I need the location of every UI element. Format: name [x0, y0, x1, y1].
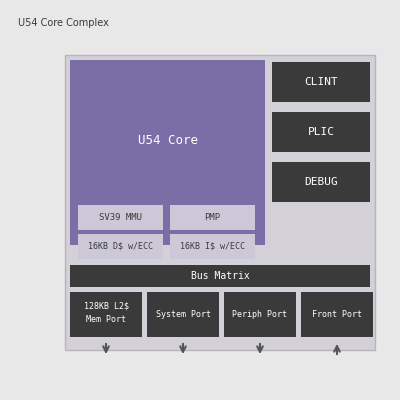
Text: 16KB I$ w/ECC: 16KB I$ w/ECC — [180, 242, 245, 251]
Text: SV39 MMU: SV39 MMU — [99, 213, 142, 222]
FancyBboxPatch shape — [272, 112, 370, 152]
Text: U54 Core Complex: U54 Core Complex — [18, 18, 109, 28]
Text: Mem Port: Mem Port — [86, 316, 126, 324]
Text: Periph Port: Periph Port — [232, 310, 288, 319]
FancyBboxPatch shape — [65, 55, 375, 350]
FancyBboxPatch shape — [272, 62, 370, 102]
FancyBboxPatch shape — [301, 292, 373, 337]
Text: PLIC: PLIC — [308, 127, 334, 137]
FancyBboxPatch shape — [170, 234, 255, 259]
FancyBboxPatch shape — [70, 265, 370, 287]
Text: 128KB L2$: 128KB L2$ — [84, 302, 128, 310]
Text: DEBUG: DEBUG — [304, 177, 338, 187]
Text: System Port: System Port — [156, 310, 210, 319]
Text: 16KB D$ w/ECC: 16KB D$ w/ECC — [88, 242, 153, 251]
FancyBboxPatch shape — [70, 292, 142, 337]
FancyBboxPatch shape — [147, 292, 219, 337]
FancyBboxPatch shape — [70, 60, 265, 245]
FancyBboxPatch shape — [224, 292, 296, 337]
Text: CLINT: CLINT — [304, 77, 338, 87]
Text: U54 Core: U54 Core — [138, 134, 198, 146]
FancyBboxPatch shape — [170, 205, 255, 230]
Text: PMP: PMP — [204, 213, 220, 222]
FancyBboxPatch shape — [78, 205, 163, 230]
FancyBboxPatch shape — [272, 162, 370, 202]
Text: Front Port: Front Port — [312, 310, 362, 319]
Text: Bus Matrix: Bus Matrix — [191, 271, 249, 281]
FancyBboxPatch shape — [78, 234, 163, 259]
